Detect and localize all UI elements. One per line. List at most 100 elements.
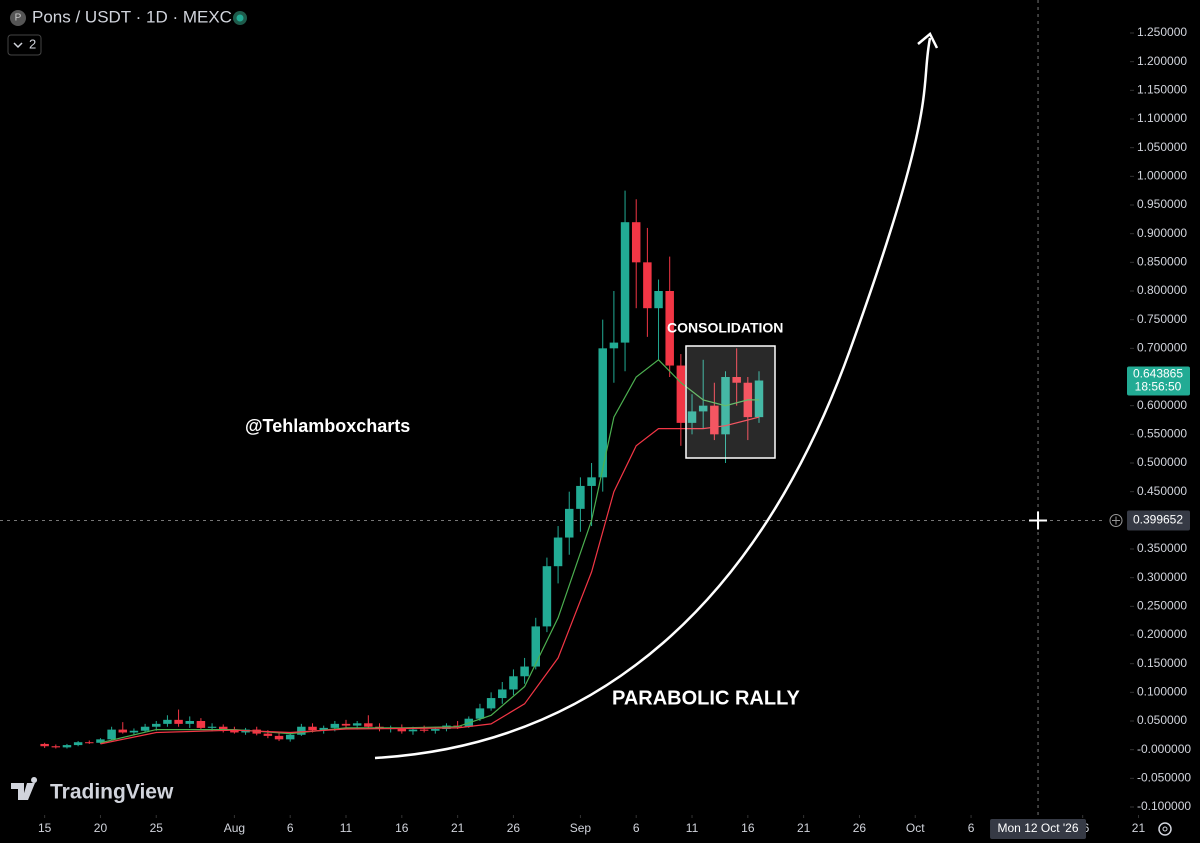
y-tick-label: 0.750000 [1137, 312, 1187, 326]
x-tick-label: 11 [340, 821, 353, 835]
candle-body [509, 676, 518, 690]
candle-body [710, 405, 719, 435]
chart-title: Pons / USDT · 1D · MEXC [32, 7, 232, 26]
candle-body [542, 566, 552, 627]
candle-body [218, 726, 228, 731]
candle-body [486, 698, 496, 709]
candle-body [40, 743, 49, 747]
x-tick-label: 16 [741, 821, 755, 835]
candle-body [185, 721, 194, 724]
y-tick-label: 0.150000 [1137, 656, 1187, 670]
symbol-icon-letter: P [15, 13, 22, 24]
annotation-parabolic: PARABOLIC RALLY [612, 687, 800, 709]
candle-body [553, 537, 563, 567]
y-tick-label: 0.900000 [1137, 226, 1187, 240]
candle-body [431, 729, 440, 731]
y-tick-label: 0.500000 [1137, 455, 1187, 469]
settings-icon-center [1162, 826, 1168, 832]
candle-body [631, 222, 641, 263]
candle-body [341, 723, 351, 726]
y-tick-label: 0.800000 [1137, 283, 1187, 297]
candle-body [665, 291, 674, 366]
candle-body [107, 729, 116, 740]
candle-body [73, 742, 83, 746]
candle-body [576, 485, 585, 509]
candle-body [196, 721, 206, 728]
candle-body [230, 730, 239, 733]
indicator-toggle[interactable] [7, 34, 42, 56]
y-tick-label: 0.550000 [1137, 427, 1187, 441]
candle-body [520, 666, 529, 677]
candle-body [96, 739, 105, 743]
status-dot [236, 14, 244, 22]
symbol-icon [10, 10, 26, 26]
candle-body [62, 745, 72, 748]
x-tick-label: Oct [906, 821, 925, 835]
crosshair-date-tag [990, 819, 1087, 839]
crosshair-price-tag [1127, 510, 1190, 531]
y-tick-label: 1.200000 [1137, 54, 1187, 68]
y-tick-label: -0.100000 [1137, 799, 1191, 813]
candle-body [274, 735, 284, 740]
candle-body [163, 719, 172, 724]
last-price-label: 0.643865 [1133, 367, 1183, 381]
crosshair-add-icon [1112, 516, 1120, 525]
x-tick-label: 15 [38, 821, 52, 835]
candle-body [285, 734, 295, 740]
candle-body [308, 726, 317, 731]
candle-body [698, 405, 708, 412]
candle-body [364, 723, 373, 727]
y-tick-label: 0.050000 [1137, 713, 1187, 727]
candle-body [609, 342, 619, 349]
candle-body [51, 746, 61, 748]
candle-body [207, 726, 217, 728]
watermark: @Tehlamboxcharts [245, 416, 410, 436]
y-tick-label: 1.050000 [1137, 140, 1187, 154]
last-price-tag [1127, 366, 1190, 396]
y-tick-label: 1.100000 [1137, 111, 1187, 125]
x-tick-label: 26 [853, 821, 867, 835]
candle-body [754, 380, 764, 418]
moving-average [100, 416, 760, 745]
y-tick-label: 1.000000 [1137, 169, 1187, 183]
candle-body [687, 411, 697, 423]
x-tick-label: 25 [150, 821, 164, 835]
candle-body [85, 742, 94, 744]
crosshair-price-label: 0.399652 [1133, 513, 1183, 527]
x-tick-label: 16 [395, 821, 409, 835]
candle-body [676, 365, 686, 423]
y-tick-label: 1.150000 [1137, 83, 1187, 97]
moving-average [100, 358, 759, 744]
candle-body [330, 723, 340, 728]
crosshair-date-label: Mon 12 Oct '26 [998, 821, 1079, 835]
x-tick-label: 6 [633, 821, 640, 835]
x-tick-label: 20 [94, 821, 108, 835]
countdown-label: 18:56:50 [1135, 380, 1182, 394]
candle-body [297, 726, 306, 735]
y-tick-label: 0.700000 [1137, 341, 1187, 355]
x-tick-label: Aug [224, 821, 245, 835]
y-tick-label: 0.350000 [1137, 541, 1187, 555]
x-tick-label: 26 [507, 821, 521, 835]
candle-body [129, 730, 139, 733]
y-tick-label: 0.950000 [1137, 197, 1187, 211]
settings-button[interactable] [1158, 822, 1172, 836]
candle-body [598, 348, 607, 478]
x-tick-label: 21 [797, 821, 811, 835]
annotation-consolidation: CONSOLIDATION [667, 320, 783, 336]
y-tick-label: -0.050000 [1137, 771, 1191, 785]
candle-body [118, 729, 128, 733]
x-tick-label: Sep [570, 821, 592, 835]
y-tick-label: -0.000000 [1137, 742, 1191, 756]
parabolic-arrow [374, 37, 932, 760]
candle-body [397, 727, 407, 732]
y-tick-label: 0.250000 [1137, 599, 1187, 613]
candle-body [263, 733, 273, 736]
candle-body [643, 262, 652, 309]
x-tick-label: 21 [1132, 821, 1146, 835]
x-tick-label: 11 [686, 821, 699, 835]
candle-body [620, 222, 630, 343]
y-tick-label: 0.600000 [1137, 398, 1187, 412]
